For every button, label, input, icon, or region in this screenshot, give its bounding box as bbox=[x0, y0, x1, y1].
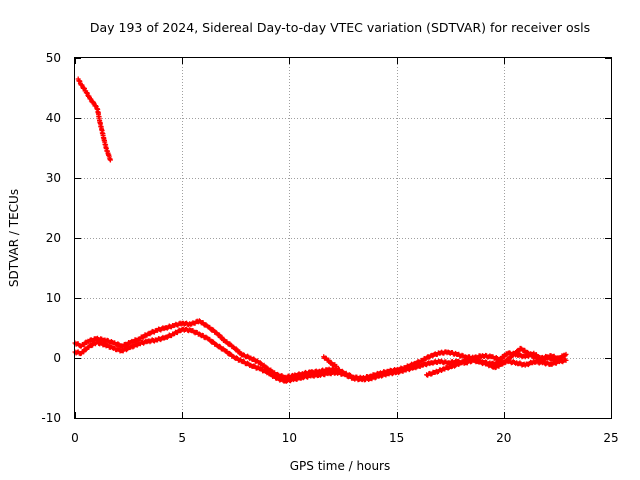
series-3 bbox=[321, 345, 567, 378]
grid-lines bbox=[75, 58, 611, 418]
axis-ticks: 0 5 10 15 20 25 -10 0 10 20 30 40 50 bbox=[41, 51, 618, 445]
series-markers bbox=[321, 345, 567, 378]
x-tick-label: 10 bbox=[282, 431, 297, 445]
x-axis-label: GPS time / hours bbox=[290, 459, 391, 473]
data-series bbox=[72, 76, 569, 384]
y-tick-label: 20 bbox=[46, 231, 61, 245]
series-0 bbox=[75, 76, 113, 163]
x-tick-label: 0 bbox=[71, 431, 79, 445]
y-tick-label: -10 bbox=[41, 411, 61, 425]
x-tick-label: 25 bbox=[603, 431, 618, 445]
x-tick-label: 5 bbox=[178, 431, 186, 445]
series-1 bbox=[72, 318, 569, 381]
plot-frame bbox=[74, 57, 612, 419]
y-tick-label: 10 bbox=[46, 291, 61, 305]
y-tick-label: 0 bbox=[53, 351, 61, 365]
y-tick-label: 50 bbox=[46, 51, 61, 65]
series-markers bbox=[72, 318, 569, 381]
chart-title: Day 193 of 2024, Sidereal Day-to-day VTE… bbox=[90, 20, 590, 35]
y-tick-label: 30 bbox=[46, 171, 61, 185]
series-markers bbox=[75, 76, 113, 163]
x-tick-label: 15 bbox=[389, 431, 404, 445]
y-tick-label: 40 bbox=[46, 111, 61, 125]
y-axis-label: SDTVAR / TECUs bbox=[7, 189, 21, 287]
x-tick-label: 20 bbox=[496, 431, 511, 445]
